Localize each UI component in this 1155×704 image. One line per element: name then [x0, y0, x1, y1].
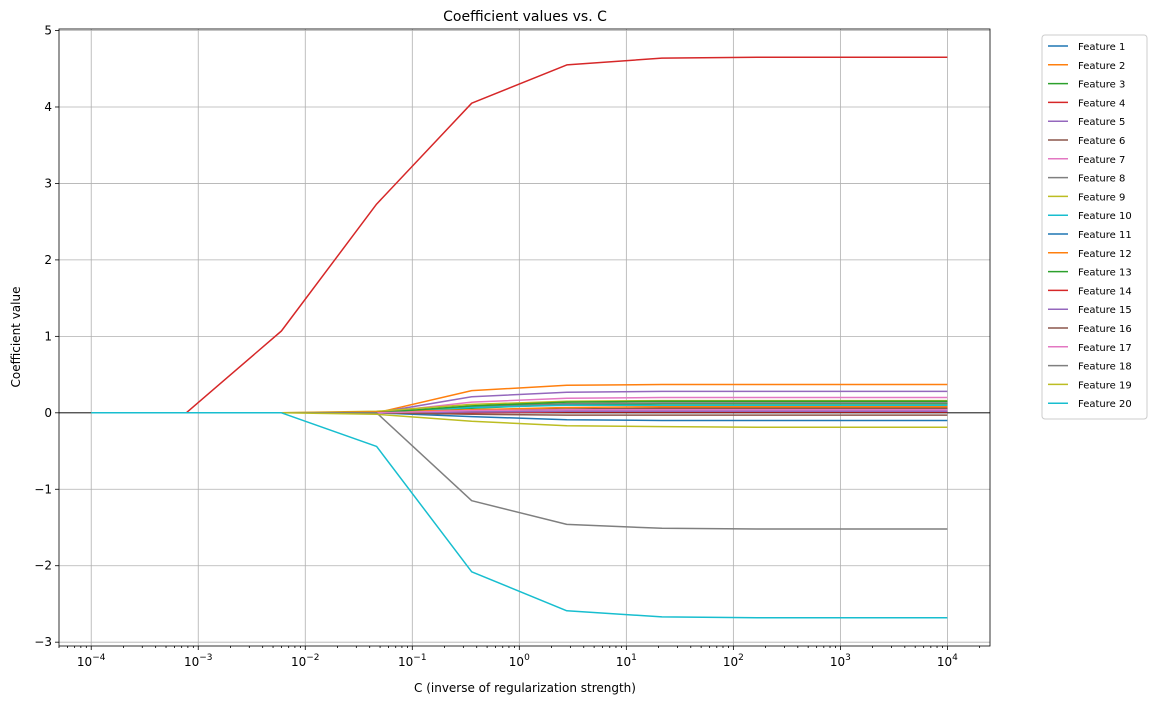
- chart-title: Coefficient values vs. C: [443, 9, 607, 25]
- x-tick-label: 10−2: [291, 653, 320, 669]
- legend-label: Feature 17: [1078, 343, 1132, 354]
- y-tick-label: −2: [34, 559, 52, 573]
- legend-label: Feature 6: [1078, 136, 1125, 147]
- legend-entry: Feature 3: [1048, 80, 1125, 91]
- x-tick-base: 10: [509, 655, 524, 669]
- x-tick-exponent: −3: [199, 653, 212, 663]
- legend-entry: Feature 12: [1048, 249, 1132, 260]
- y-tick-label: 1: [44, 329, 52, 343]
- legend: Feature 1 Feature 2 Feature 3 Feature 4 Feat…: [1041, 34, 1148, 420]
- legend-box: [1041, 34, 1148, 420]
- x-axis-ticks: 10−4 10−3 10−2 10−1 100 101 102 103 104: [58, 646, 981, 669]
- legend-entry: Feature 4: [1048, 98, 1125, 109]
- legend-label: Feature 11: [1078, 230, 1132, 241]
- x-tick-base: 10: [830, 655, 845, 669]
- legend-label: Feature 3: [1078, 80, 1125, 91]
- legend-label: Feature 10: [1078, 211, 1132, 222]
- x-tick-base: 10: [184, 655, 199, 669]
- x-tick-base: 10: [616, 655, 631, 669]
- x-tick-label: 10−3: [184, 653, 213, 669]
- x-tick-label: 104: [937, 653, 958, 669]
- series-lines: [91, 56, 948, 619]
- legend-entry: Feature 10: [1048, 211, 1132, 222]
- x-tick-label: 103: [830, 653, 851, 669]
- x-tick-label: 101: [616, 653, 637, 669]
- x-tick-exponent: 1: [631, 653, 637, 663]
- y-axis-label: Coefficient value: [9, 287, 23, 388]
- legend-label: Feature 8: [1078, 174, 1125, 185]
- x-tick-exponent: 0: [524, 653, 530, 663]
- plot-frame: [58, 28, 991, 647]
- legend-label: Feature 16: [1078, 324, 1132, 335]
- legend-label: Feature 12: [1078, 249, 1132, 260]
- x-tick-label: 100: [509, 653, 530, 669]
- x-tick-exponent: −2: [306, 653, 319, 663]
- x-tick-base: 10: [723, 655, 738, 669]
- y-axis-ticks: −3 −2 −1 0 1 2 3 4 5: [34, 24, 59, 649]
- series-line-feature-4: [91, 56, 948, 414]
- legend-label: Feature 5: [1078, 117, 1125, 128]
- x-tick-label: 10−1: [398, 653, 427, 669]
- legend-label: Feature 20: [1078, 399, 1132, 410]
- legend-entry: Feature 16: [1048, 324, 1132, 335]
- x-axis-label: C (inverse of regularization strength): [414, 681, 636, 695]
- legend-label: Feature 13: [1078, 268, 1132, 279]
- legend-label: Feature 7: [1078, 155, 1125, 166]
- legend-entry: Feature 11: [1048, 230, 1132, 241]
- legend-label: Feature 19: [1078, 380, 1132, 391]
- y-tick-label: −1: [34, 482, 52, 496]
- legend-entry: Feature 18: [1048, 362, 1132, 373]
- x-tick-label: 10−4: [77, 653, 106, 669]
- legend-label: Feature 4: [1078, 98, 1125, 109]
- legend-label: Feature 1: [1078, 42, 1125, 53]
- legend-entry: Feature 9: [1048, 192, 1125, 203]
- legend-entry: Feature 15: [1048, 305, 1132, 316]
- y-tick-label: 2: [44, 253, 52, 267]
- y-tick-label: −3: [34, 635, 52, 649]
- legend-label: Feature 9: [1078, 192, 1125, 203]
- x-tick-exponent: −4: [92, 653, 106, 663]
- y-tick-label: 4: [44, 100, 52, 114]
- x-tick-base: 10: [291, 655, 306, 669]
- x-tick-label: 102: [723, 653, 744, 669]
- legend-label: Feature 18: [1078, 362, 1132, 373]
- legend-entry: Feature 1: [1048, 42, 1125, 53]
- legend-label: Feature 2: [1078, 61, 1125, 72]
- x-tick-exponent: −1: [413, 653, 426, 663]
- legend-label: Feature 14: [1078, 286, 1132, 297]
- y-tick-label: 5: [44, 24, 52, 38]
- grid: [59, 29, 990, 646]
- legend-entry: Feature 13: [1048, 268, 1132, 279]
- legend-entry: Feature 6: [1048, 136, 1125, 147]
- legend-label: Feature 15: [1078, 305, 1132, 316]
- x-tick-base: 10: [937, 655, 952, 669]
- x-tick-exponent: 2: [738, 653, 744, 663]
- legend-entry: Feature 17: [1048, 343, 1132, 354]
- legend-entry: Feature 20: [1048, 399, 1132, 410]
- series-line-feature-20: [91, 412, 948, 619]
- y-tick-label: 3: [44, 176, 52, 190]
- y-tick-label: 0: [44, 406, 52, 420]
- legend-entry: Feature 19: [1048, 380, 1132, 391]
- legend-entry: Feature 7: [1048, 155, 1125, 166]
- legend-entry: Feature 14: [1048, 286, 1132, 297]
- x-tick-exponent: 4: [952, 653, 958, 663]
- x-tick-base: 10: [398, 655, 413, 669]
- legend-entry: Feature 2: [1048, 61, 1125, 72]
- legend-entry: Feature 8: [1048, 174, 1125, 185]
- x-tick-base: 10: [77, 655, 92, 669]
- legend-entry: Feature 5: [1048, 117, 1125, 128]
- x-tick-exponent: 3: [845, 653, 851, 663]
